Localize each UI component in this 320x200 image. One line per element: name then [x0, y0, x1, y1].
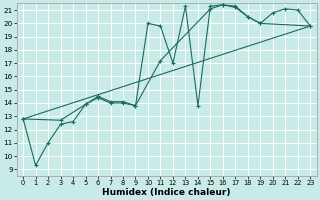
- X-axis label: Humidex (Indice chaleur): Humidex (Indice chaleur): [102, 188, 231, 197]
